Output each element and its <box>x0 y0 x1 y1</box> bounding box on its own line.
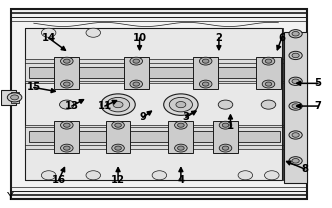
Bar <box>26 58 282 83</box>
Circle shape <box>175 144 187 152</box>
Circle shape <box>113 102 123 108</box>
Bar <box>54 57 79 89</box>
Bar <box>193 57 218 89</box>
Circle shape <box>289 77 302 85</box>
Bar <box>11 9 306 199</box>
Text: 9: 9 <box>139 113 146 123</box>
Bar <box>29 67 280 78</box>
Circle shape <box>42 28 56 37</box>
Circle shape <box>265 82 272 86</box>
Circle shape <box>292 104 299 108</box>
Circle shape <box>289 102 302 110</box>
Circle shape <box>63 82 70 86</box>
Text: 2: 2 <box>215 33 222 43</box>
Bar <box>168 121 193 153</box>
Circle shape <box>130 80 142 88</box>
Text: 4: 4 <box>177 175 185 186</box>
Circle shape <box>203 59 209 63</box>
Circle shape <box>292 79 299 84</box>
Circle shape <box>178 146 184 150</box>
Circle shape <box>42 171 56 180</box>
Circle shape <box>7 93 22 102</box>
Circle shape <box>262 80 275 88</box>
Circle shape <box>112 144 124 152</box>
Circle shape <box>169 97 193 112</box>
Circle shape <box>238 171 253 180</box>
Bar <box>285 32 306 182</box>
Circle shape <box>178 123 184 127</box>
Text: 5: 5 <box>315 78 322 88</box>
Bar <box>26 27 282 181</box>
Text: Y: Y <box>7 192 14 202</box>
Text: 1: 1 <box>227 121 234 131</box>
Circle shape <box>265 171 279 180</box>
Circle shape <box>219 121 232 129</box>
Text: 13: 13 <box>65 101 79 111</box>
Circle shape <box>164 94 198 115</box>
Text: 16: 16 <box>51 175 66 186</box>
Circle shape <box>222 146 229 150</box>
Circle shape <box>219 144 232 152</box>
Circle shape <box>133 82 139 86</box>
Bar <box>256 57 281 89</box>
Bar <box>29 131 280 142</box>
Circle shape <box>289 131 302 139</box>
Circle shape <box>289 157 302 165</box>
Circle shape <box>63 59 70 63</box>
Text: 7: 7 <box>315 101 321 111</box>
Circle shape <box>60 57 73 65</box>
Text: 6: 6 <box>278 33 285 43</box>
Circle shape <box>59 100 74 109</box>
Text: 3: 3 <box>182 113 189 123</box>
Bar <box>26 125 282 150</box>
Circle shape <box>133 59 139 63</box>
Circle shape <box>112 121 124 129</box>
Circle shape <box>289 51 302 59</box>
Circle shape <box>222 123 229 127</box>
Bar <box>11 92 19 103</box>
Circle shape <box>262 57 275 65</box>
Circle shape <box>63 123 70 127</box>
Circle shape <box>86 28 101 37</box>
Circle shape <box>115 123 122 127</box>
Bar <box>54 121 79 153</box>
Circle shape <box>86 171 101 180</box>
Circle shape <box>292 158 299 163</box>
Text: 11: 11 <box>98 101 112 111</box>
Circle shape <box>261 100 276 109</box>
Circle shape <box>60 121 73 129</box>
Circle shape <box>218 100 233 109</box>
Circle shape <box>265 59 272 63</box>
Text: 8: 8 <box>301 164 308 174</box>
Circle shape <box>175 121 187 129</box>
Text: 15: 15 <box>27 82 41 93</box>
Circle shape <box>63 146 70 150</box>
Bar <box>106 121 130 153</box>
Bar <box>1 89 16 105</box>
Circle shape <box>200 80 212 88</box>
Circle shape <box>292 133 299 137</box>
Circle shape <box>176 102 186 108</box>
Bar <box>213 121 238 153</box>
Circle shape <box>11 95 19 100</box>
Text: 10: 10 <box>132 33 146 43</box>
Circle shape <box>115 146 122 150</box>
Circle shape <box>60 80 73 88</box>
Bar <box>124 57 149 89</box>
Circle shape <box>60 144 73 152</box>
Circle shape <box>101 94 135 115</box>
Text: 12: 12 <box>111 175 125 186</box>
Text: 14: 14 <box>42 33 56 43</box>
Circle shape <box>107 97 129 112</box>
Circle shape <box>289 30 302 38</box>
Circle shape <box>203 82 209 86</box>
Circle shape <box>292 31 299 36</box>
Circle shape <box>292 53 299 58</box>
Circle shape <box>200 57 212 65</box>
Circle shape <box>152 171 167 180</box>
Circle shape <box>130 57 142 65</box>
